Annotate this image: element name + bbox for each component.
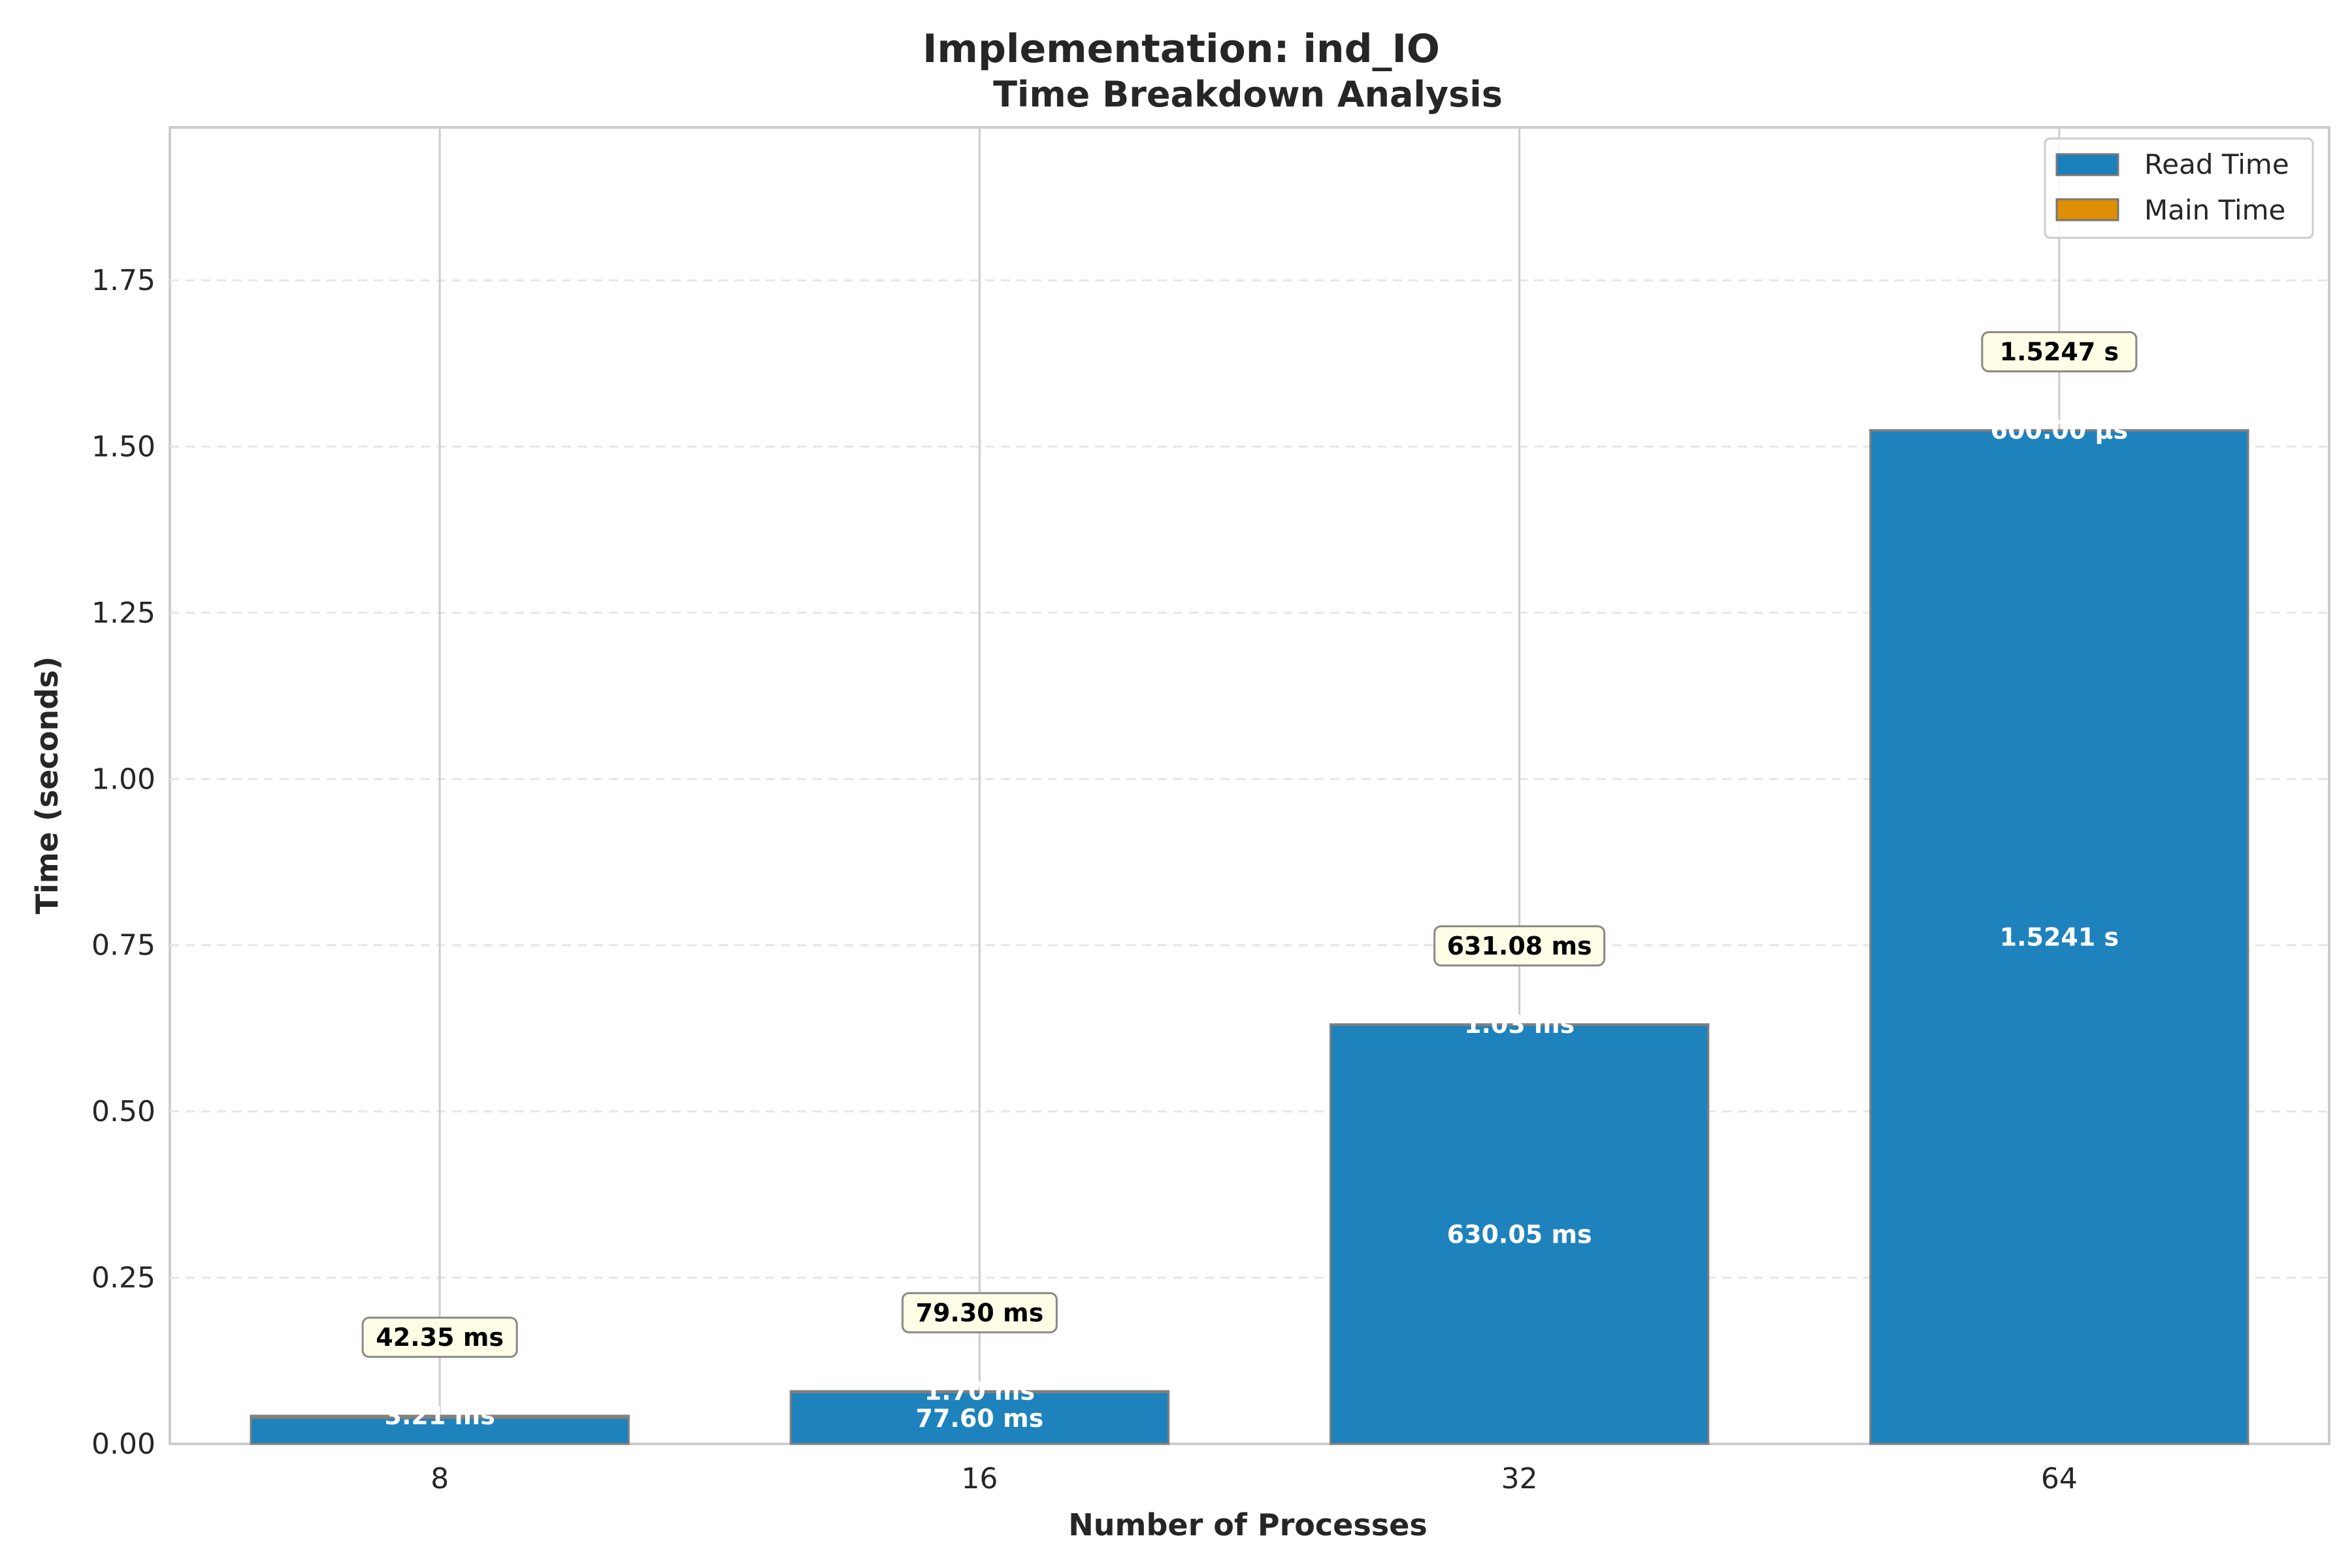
legend-label-read: Read Time — [2144, 148, 2289, 180]
total-label-box — [1433, 925, 1606, 967]
data-label-main-time: 3.21 ms — [385, 1401, 495, 1430]
segment-labels: 3.21 ms 77.60 ms1.70 ms 630.05 ms 1.03 ms 1.… — [385, 416, 2129, 1433]
legend: Read Time Main Time — [2044, 137, 2314, 239]
y-tick-label: 1.50 — [91, 430, 155, 463]
x-tick-label: 8 — [431, 1462, 449, 1495]
bar-read-time — [250, 1416, 630, 1445]
legend-label-main: Main Time — [2144, 194, 2285, 226]
chart-title: Implementation: ind_IO — [923, 26, 1440, 72]
y-tick-label: 1.25 — [91, 596, 155, 630]
bar-main-time — [1329, 1023, 1710, 1026]
total-label: 1.5247 s — [2000, 337, 2119, 366]
y-tick-label: 0.75 — [91, 929, 155, 962]
bar-read-time — [789, 1391, 1170, 1445]
y-axis-label: Time (seconds) — [29, 657, 65, 915]
bar-read-time — [1869, 429, 2249, 1445]
data-label-read-time: 77.60 ms — [916, 1404, 1044, 1433]
data-label-main-time: 1.70 ms — [924, 1377, 1035, 1405]
legend-swatch-read — [2055, 153, 2119, 176]
data-label-read-time: 630.05 ms — [1447, 1220, 1592, 1249]
x-tick-labels: 8 16 32 64 — [431, 1462, 2078, 1495]
bar-main-time — [789, 1390, 1170, 1394]
x-tick-label: 16 — [961, 1462, 998, 1495]
total-label: 79.30 ms — [916, 1298, 1044, 1327]
data-label-main-time: 600.00 µs — [1991, 416, 2128, 444]
total-label-box — [1981, 331, 2138, 372]
y-tick-label: 1.75 — [91, 264, 155, 297]
total-label: 631.08 ms — [1447, 932, 1592, 960]
total-label-box — [901, 1292, 1058, 1333]
bar-main-time — [250, 1414, 630, 1419]
x-tick-label: 64 — [2041, 1462, 2078, 1495]
legend-swatch-main — [2055, 198, 2119, 221]
y-tick-label: 1.00 — [91, 762, 155, 796]
data-label-read-time: 1.5241 s — [2000, 923, 2119, 951]
bar-read-time — [1329, 1024, 1710, 1445]
chart-subtitle: Time Breakdown Analysis — [993, 74, 1503, 115]
total-label-box — [361, 1316, 518, 1358]
bars — [250, 429, 2249, 1445]
y-tick-label: 0.50 — [91, 1095, 155, 1128]
data-label-main-time: 1.03 ms — [1464, 1010, 1575, 1039]
bar-main-time — [1869, 429, 2249, 432]
y-tick-label: 0.00 — [91, 1428, 155, 1461]
y-tick-labels: 0.00 0.25 0.50 0.75 1.00 1.25 1.50 1.75 — [91, 264, 155, 1461]
total-labels: 42.35 ms 79.30 ms 631.08 ms 1.5247 s — [361, 331, 2138, 1358]
y-tick-label: 0.25 — [91, 1262, 155, 1295]
total-label: 42.35 ms — [376, 1323, 504, 1352]
x-axis-label: Number of Processes — [1068, 1507, 1427, 1543]
x-tick-label: 32 — [1501, 1462, 1538, 1495]
